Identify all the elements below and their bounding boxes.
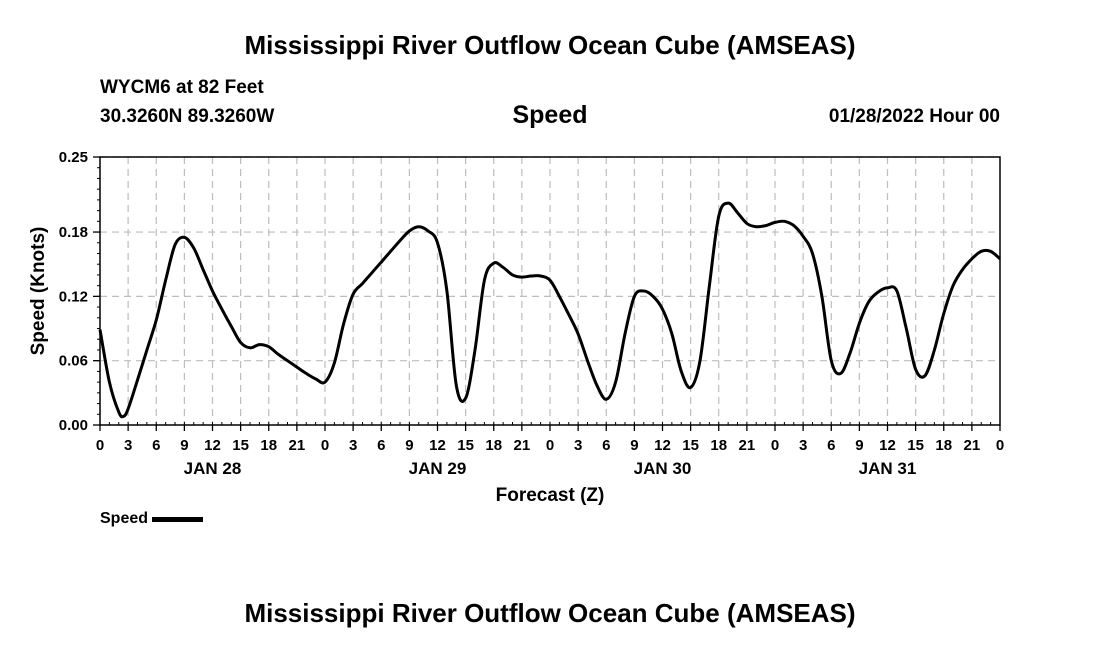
footer-title: Mississippi River Outflow Ocean Cube (AM… xyxy=(244,598,856,628)
x-tick-label: 3 xyxy=(574,437,582,454)
x-tick-label: 6 xyxy=(377,437,385,454)
x-tick-label: 12 xyxy=(204,437,221,454)
day-label: JAN 31 xyxy=(859,459,917,478)
x-tick-label: 6 xyxy=(602,437,610,454)
x-tick-label: 12 xyxy=(654,437,671,454)
x-tick-label: 0 xyxy=(321,437,329,454)
x-tick-label: 15 xyxy=(232,437,249,454)
x-tick-label: 9 xyxy=(405,437,413,454)
x-tick-label: 21 xyxy=(964,437,981,454)
axes-layer: 0 3 6 9 12 15 18 21 0 3 6 9 12 15 18 21 0 3 6 9 12 15 18 21 0 3 6 9… xyxy=(59,149,1004,478)
legend: Speed xyxy=(100,510,204,528)
x-tick-label: 0 xyxy=(96,437,104,454)
x-tick-label: 15 xyxy=(457,437,474,454)
x-tick-label: 21 xyxy=(739,437,756,454)
x-tick-label: 9 xyxy=(630,437,638,454)
x-tick-label: 15 xyxy=(682,437,699,454)
x-axis-label: Forecast (Z) xyxy=(496,485,605,506)
x-tick-label: 21 xyxy=(289,437,306,454)
day-label: JAN 29 xyxy=(409,459,467,478)
x-tick-label: 18 xyxy=(260,437,277,454)
x-tick-label: 3 xyxy=(799,437,807,454)
x-tick-label: 3 xyxy=(124,437,132,454)
series-line-speed xyxy=(98,201,1001,419)
grid-layer xyxy=(100,156,1000,425)
x-tick-label: 0 xyxy=(996,437,1004,454)
forecast-date-label: 01/28/2022 Hour 00 xyxy=(828,106,1000,127)
x-tick-label: 3 xyxy=(349,437,357,454)
station-label: WYCM6 at 82 Feet xyxy=(100,77,264,98)
legend-label: Speed xyxy=(100,510,149,527)
x-tick-label: 6 xyxy=(152,437,160,454)
x-tick-label: 9 xyxy=(180,437,188,454)
x-tick-label: 18 xyxy=(935,437,952,454)
x-tick-label: 9 xyxy=(855,437,863,454)
y-tick-label: 0.18 xyxy=(59,224,88,241)
day-label: JAN 28 xyxy=(184,459,242,478)
y-tick-label: 0.25 xyxy=(59,149,88,166)
y-tick-label: 0.12 xyxy=(59,288,88,305)
x-tick-label: 0 xyxy=(771,437,779,454)
x-tick-label: 6 xyxy=(827,437,835,454)
x-tick-label: 12 xyxy=(429,437,446,454)
y-tick-label: 0.00 xyxy=(59,417,88,434)
y-axis-label: Speed (Knots) xyxy=(28,227,49,356)
x-tick-label: 12 xyxy=(879,437,896,454)
chart-title: Mississippi River Outflow Ocean Cube (AM… xyxy=(244,30,856,60)
y-tick-label: 0.06 xyxy=(59,353,88,370)
series-layer xyxy=(98,201,1001,419)
x-tick-label: 15 xyxy=(907,437,924,454)
coordinates-label: 30.3260N 89.3260W xyxy=(100,106,275,127)
x-tick-label: 0 xyxy=(546,437,554,454)
day-label: JAN 30 xyxy=(634,459,692,478)
x-tick-label: 18 xyxy=(710,437,727,454)
legend-swatch xyxy=(152,516,204,522)
x-tick-label: 21 xyxy=(514,437,531,454)
panel-title: Speed xyxy=(512,101,588,129)
x-tick-label: 18 xyxy=(485,437,502,454)
